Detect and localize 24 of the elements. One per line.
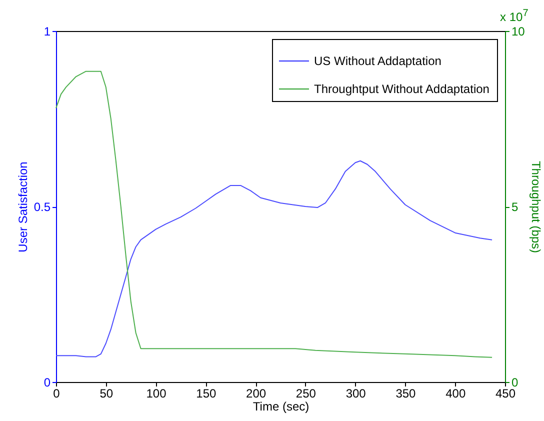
y-axis-title: User Satisfaction <box>16 162 30 252</box>
y2-axis-title: Throughput (bps) <box>528 160 543 254</box>
x-tick-label: 450 <box>495 386 516 400</box>
y-tick-label: 0 <box>44 376 51 390</box>
y2-tick-label: 0 <box>512 376 518 390</box>
x-tick-label: 300 <box>346 386 366 400</box>
y2-tick-label: 5 <box>512 200 518 214</box>
line-series <box>56 160 493 358</box>
legend-label: US Without Addaptation <box>314 54 442 68</box>
text: x 10$^{7}$ <box>500 8 528 24</box>
y-tick-label: 1 <box>44 24 51 38</box>
x-axis-title: Time (sec) <box>252 400 310 414</box>
x-tick-label: 250 <box>296 386 316 400</box>
x-tick-label: 50 <box>100 386 114 400</box>
line-series <box>56 70 493 358</box>
x-tick-label: 100 <box>146 386 167 400</box>
y2-tick-label: 10 <box>512 24 526 38</box>
y-tick-label: 0.5 <box>34 200 51 214</box>
legend-label: Throughtput Without Addaptation <box>314 82 490 96</box>
x-tick-label: 400 <box>446 386 466 400</box>
x-tick-label: 350 <box>396 386 416 400</box>
x-tick-label: 200 <box>246 386 266 400</box>
x-tick-label: 0 <box>53 386 60 400</box>
x-tick-label: 150 <box>196 386 216 400</box>
